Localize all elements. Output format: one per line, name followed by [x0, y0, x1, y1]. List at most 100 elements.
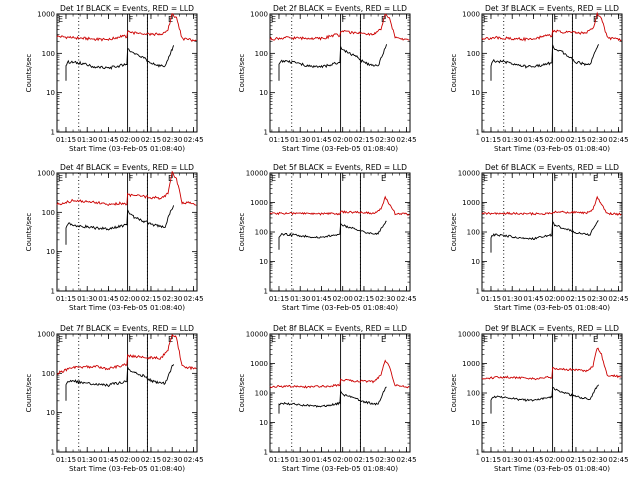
- y-tick-label: 10: [471, 258, 480, 266]
- x-tick-label: 02:45: [183, 136, 203, 144]
- x-tick-label: 01:45: [523, 136, 543, 144]
- chart-title: Det 4f BLACK = Events, RED = LLD: [60, 163, 194, 172]
- interval-label: E: [58, 335, 63, 344]
- x-tick-label: 01:45: [98, 456, 118, 464]
- x-axis-label: Start Time (03-Feb-05 01:08:40): [494, 303, 610, 312]
- chart-panel-9: Det 9f BLACK = Events, RED = LLD 1 10 100 10…: [450, 324, 629, 473]
- y-tick-label: 100: [255, 390, 268, 398]
- x-tick-label: 01:15: [56, 295, 76, 303]
- x-tick-label: 01:45: [98, 136, 118, 144]
- interval-label: E: [593, 335, 598, 344]
- x-tick-label: 02:30: [375, 295, 395, 303]
- y-tick-label: 1: [51, 129, 55, 137]
- x-axis-label: Start Time (03-Feb-05 01:08:40): [69, 303, 185, 312]
- events-series-line: [490, 220, 599, 253]
- x-tick-label: 02:15: [566, 295, 586, 303]
- plot-frame: [481, 13, 623, 133]
- y-tick-label: 1: [51, 288, 55, 296]
- y-tick-label: 100: [42, 370, 55, 378]
- chart-panel-7: Det 7f BLACK = Events, RED = LLD 1 10 100 10…: [25, 324, 204, 473]
- y-tick-label: 1000: [462, 11, 480, 19]
- x-tick-label: 02:30: [587, 136, 607, 144]
- x-tick-label: 02:45: [608, 456, 628, 464]
- x-tick-label: 01:45: [311, 295, 331, 303]
- interval-label: F: [342, 174, 347, 183]
- x-tick-label: 02:45: [183, 456, 203, 464]
- chart-panel-1: Det 1f BLACK = Events, RED = LLD 1 10 100 10…: [25, 4, 204, 153]
- x-tick-label: 02:45: [396, 456, 416, 464]
- x-tick-label: 01:45: [311, 456, 331, 464]
- interval-label: F: [554, 174, 559, 183]
- y-tick-label: 1: [476, 449, 480, 457]
- y-axis-label: Counts/sec: [238, 213, 246, 252]
- y-tick-label: 100: [467, 229, 480, 237]
- lld-series-line: [269, 195, 410, 216]
- interval-label: F: [554, 15, 559, 24]
- y-axis-label: Counts/sec: [450, 374, 458, 413]
- chart-title: Det 5f BLACK = Events, RED = LLD: [273, 163, 407, 172]
- x-tick-label: 01:15: [269, 295, 289, 303]
- y-tick-label: 1: [264, 288, 268, 296]
- x-tick-label: 02:00: [545, 136, 565, 144]
- x-tick-label: 02:30: [375, 456, 395, 464]
- y-axis-label: Counts/sec: [450, 54, 458, 93]
- interval-label: E: [271, 174, 276, 183]
- x-tick-label: 02:30: [162, 456, 182, 464]
- x-tick-label: 01:15: [481, 456, 501, 464]
- y-tick-label: 10000: [458, 170, 480, 178]
- x-tick-label: 01:45: [311, 136, 331, 144]
- plot-frame: [56, 13, 198, 133]
- interval-label: F: [129, 335, 134, 344]
- y-axis-label: Counts/sec: [25, 213, 33, 252]
- lld-series-line: [56, 13, 197, 43]
- x-tick-label: 01:30: [77, 295, 97, 303]
- x-tick-label: 02:15: [354, 295, 374, 303]
- interval-label: E: [271, 335, 276, 344]
- x-tick-label: 02:00: [120, 295, 140, 303]
- y-tick-label: 100: [255, 229, 268, 237]
- y-tick-label: 10000: [246, 170, 268, 178]
- chart-panel-6: Det 6f BLACK = Events, RED = LLD 1 10 100 10…: [450, 163, 629, 312]
- x-axis-label: Start Time (03-Feb-05 01:08:40): [282, 303, 398, 312]
- y-tick-label: 1: [51, 449, 55, 457]
- x-tick-label: 01:30: [502, 456, 522, 464]
- chart-panel-3: Det 3f BLACK = Events, RED = LLD 1 10 100 10…: [450, 4, 629, 153]
- x-tick-label: 01:30: [290, 136, 310, 144]
- y-tick-label: 1000: [250, 199, 268, 207]
- plot-frame: [269, 13, 411, 133]
- x-tick-label: 01:30: [290, 456, 310, 464]
- x-tick-label: 01:15: [481, 295, 501, 303]
- x-tick-label: 02:00: [545, 456, 565, 464]
- x-tick-label: 02:15: [566, 136, 586, 144]
- x-axis-label: Start Time (03-Feb-05 01:08:40): [494, 144, 610, 153]
- x-tick-label: 02:15: [566, 456, 586, 464]
- y-tick-label: 1: [264, 449, 268, 457]
- interval-label: F: [129, 15, 134, 24]
- y-tick-label: 10: [46, 248, 55, 256]
- chart-title: Det 6f BLACK = Events, RED = LLD: [485, 163, 619, 172]
- x-tick-label: 01:15: [269, 136, 289, 144]
- y-axis-label: Counts/sec: [238, 374, 246, 413]
- lld-series-line: [481, 347, 622, 381]
- y-axis-label: Counts/sec: [238, 54, 246, 93]
- x-tick-label: 01:30: [77, 456, 97, 464]
- interval-label: E: [483, 335, 488, 344]
- y-axis-label: Counts/sec: [25, 374, 33, 413]
- events-series-line: [490, 384, 599, 414]
- events-series-line: [278, 44, 388, 81]
- x-tick-label: 02:30: [162, 136, 182, 144]
- x-tick-label: 01:15: [481, 136, 501, 144]
- x-tick-label: 02:30: [375, 136, 395, 144]
- chart-panel-2: Det 2f BLACK = Events, RED = LLD 1 10 100 10…: [238, 4, 417, 153]
- events-series-line: [490, 44, 599, 81]
- x-tick-label: 01:45: [98, 295, 118, 303]
- x-tick-label: 02:00: [333, 456, 353, 464]
- y-tick-label: 10: [46, 409, 55, 417]
- chart-title: Det 9f BLACK = Events, RED = LLD: [485, 324, 619, 333]
- x-tick-label: 02:45: [396, 136, 416, 144]
- interval-label: E: [483, 174, 488, 183]
- x-tick-label: 02:00: [333, 295, 353, 303]
- y-tick-label: 10000: [246, 331, 268, 339]
- y-axis-label: Counts/sec: [25, 54, 33, 93]
